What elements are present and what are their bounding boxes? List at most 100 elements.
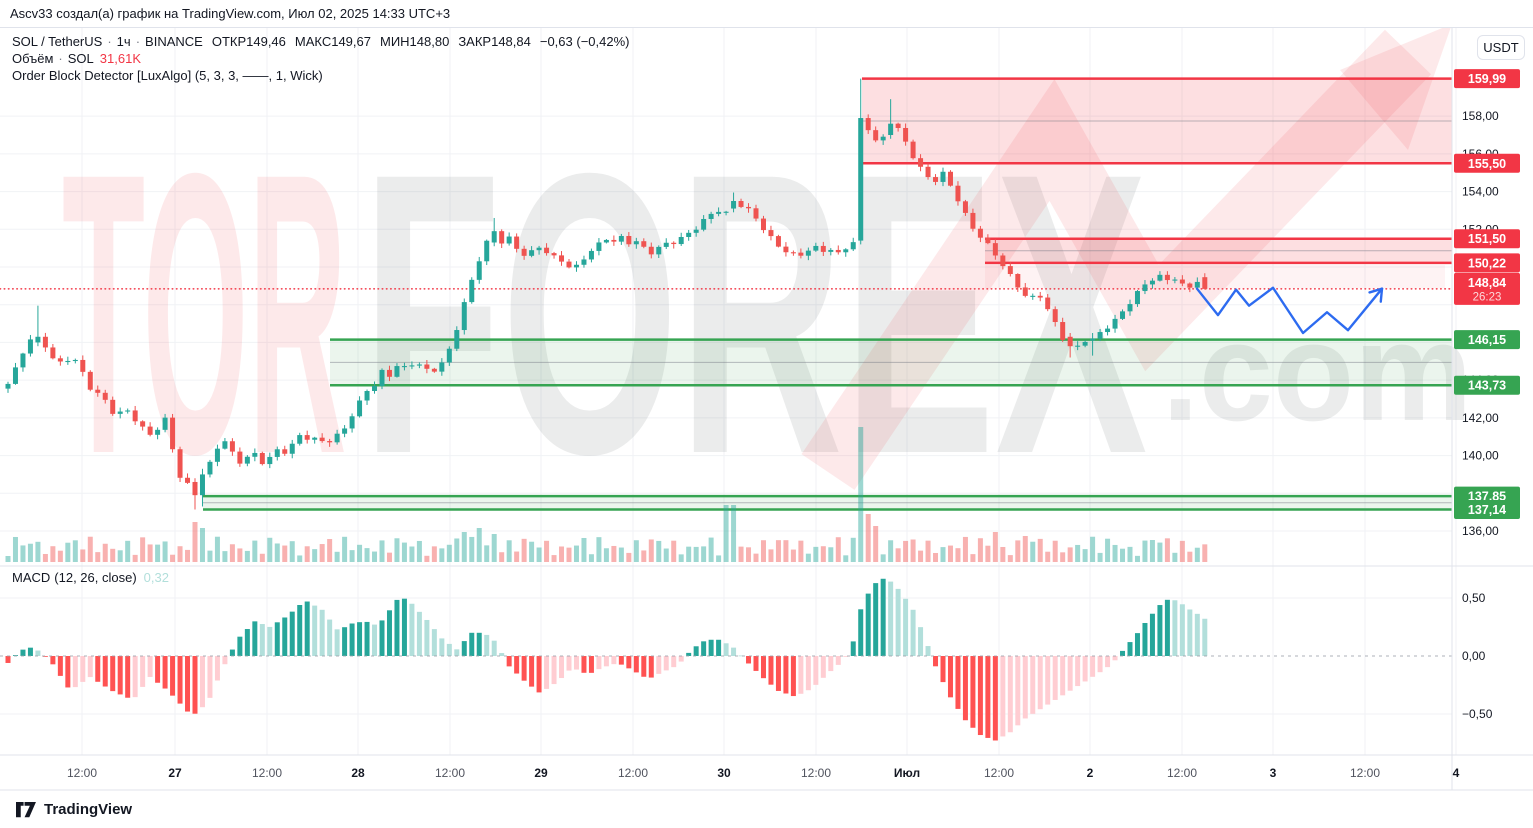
volume-bar: [192, 522, 198, 562]
open-label: ОТКР: [211, 34, 247, 49]
volume-bar: [42, 553, 48, 562]
candle-body: [35, 336, 41, 343]
tradingview-logo[interactable]: TradingView: [16, 801, 132, 818]
candle-body: [940, 171, 946, 182]
macd-histogram-bar: [716, 639, 722, 656]
macd-histogram-bar: [626, 656, 632, 669]
time-axis-tick: 28: [351, 766, 365, 780]
time-axis-tick: 12:00: [67, 766, 97, 780]
macd-histogram-bar: [955, 656, 961, 709]
chart-legend: SOL / TetherUS · 1ч · BINANCE ОТКР149,46 МАКС1…: [12, 33, 629, 84]
candle-body: [506, 236, 512, 244]
macd-histogram-bar: [27, 647, 33, 656]
macd-histogram-bar: [790, 656, 796, 697]
volume-bar: [985, 545, 991, 562]
volume-layer: [5, 427, 1208, 562]
macd-histogram-bar: [117, 656, 123, 695]
symbol-row[interactable]: SOL / TetherUS · 1ч · BINANCE ОТКР149,46 МАКС1…: [12, 33, 629, 50]
candle-body: [454, 330, 460, 349]
volume-bar: [312, 549, 318, 562]
volume-bar: [214, 536, 220, 562]
macd-histogram-bar: [1202, 618, 1208, 656]
macd-histogram-bar: [1007, 656, 1013, 733]
volume-bar: [1187, 551, 1193, 562]
volume-bar: [506, 540, 512, 562]
candle-body: [1090, 338, 1096, 341]
volume-bar: [828, 547, 834, 562]
volume-bar: [297, 555, 303, 562]
volume-bar: [237, 548, 243, 562]
macd-histogram-bar: [671, 656, 677, 668]
indicator-row-macd[interactable]: MACD (12, 26, close) 0,32: [12, 570, 169, 585]
macd-histogram-bar: [970, 656, 976, 728]
volume-bar: [155, 544, 161, 562]
volume-bar: [805, 553, 811, 562]
macd-histogram-bar: [57, 656, 63, 676]
macd-histogram-bar: [566, 656, 572, 671]
macd-histogram-bar: [663, 656, 669, 671]
candle-body: [970, 212, 976, 229]
candle-body: [693, 229, 699, 233]
volume-bar: [559, 546, 565, 562]
macd-histogram-bar: [349, 623, 355, 656]
candle-body: [379, 369, 385, 387]
volume-bar: [1022, 536, 1028, 562]
time-axis-labels[interactable]: 12:00 27 12:00 28 12:00 29 12:00 30 12:00 Июл 12:0…: [67, 766, 1460, 780]
candle-body: [222, 441, 228, 449]
volume-bar: [768, 549, 774, 562]
volume-bar: [858, 427, 864, 562]
candle-body: [386, 369, 392, 377]
macd-histogram-bar: [5, 656, 11, 663]
macd-histogram-bar: [693, 646, 699, 656]
candle-body: [626, 235, 632, 245]
macd-histogram-bar: [110, 656, 116, 692]
macd-histogram-bar: [386, 610, 392, 656]
candle-body: [633, 241, 639, 245]
volume-bar: [379, 540, 385, 562]
macd-histogram-bar: [1022, 656, 1028, 719]
macd-histogram-bar: [364, 621, 370, 656]
price-badge-box: [1454, 229, 1520, 249]
volume-bar: [573, 545, 579, 562]
volume-bar: [57, 550, 63, 562]
candle-body: [110, 399, 116, 414]
candle-body: [551, 253, 557, 256]
currency-button[interactable]: USDT: [1477, 35, 1525, 60]
volume-bar: [1052, 540, 1058, 562]
price-badge-value: 150,22: [1468, 256, 1506, 270]
close-label: ЗАКР: [458, 34, 492, 49]
price-badge-value: 155,50: [1468, 157, 1506, 171]
macd-histogram-bar: [401, 598, 407, 656]
time-axis-tick: 12:00: [1350, 766, 1380, 780]
indicator-row-order-block-detector[interactable]: Order Block Detector [LuxAlgo] (5, 3, 3,…: [12, 67, 629, 84]
candle-body: [252, 452, 258, 457]
macd-histogram-bar: [439, 638, 445, 656]
volume-bar: [461, 532, 467, 562]
candle-body: [237, 451, 243, 464]
projection-arrow[interactable]: [1195, 286, 1384, 335]
order-block-zone-bullish: [203, 494, 1452, 511]
candle-body: [499, 231, 505, 244]
macd-histogram-bar: [379, 620, 385, 656]
candle-body: [536, 247, 542, 251]
macd-histogram-bar: [835, 656, 841, 665]
time-axis-tick: 29: [534, 766, 548, 780]
volume-bar: [1179, 540, 1185, 562]
candle-body: [469, 279, 475, 303]
volume-bar: [895, 548, 901, 562]
macd-histogram-bar: [1134, 633, 1140, 656]
volume-row[interactable]: Объём · SOL 31,61K: [12, 50, 629, 67]
candle-body: [289, 443, 295, 454]
volume-bar: [147, 544, 153, 562]
close-value: 148,84: [491, 34, 531, 49]
candle-body: [977, 228, 983, 238]
volume-bar: [80, 549, 86, 562]
price-axis-labels[interactable]: 158,00156,00154,00152,00144,00142,00140,…: [1462, 109, 1499, 721]
macd-histogram-bar: [147, 656, 153, 677]
candle-body: [1015, 274, 1021, 288]
volume-bar: [349, 550, 355, 562]
volume-bar: [1105, 538, 1111, 562]
